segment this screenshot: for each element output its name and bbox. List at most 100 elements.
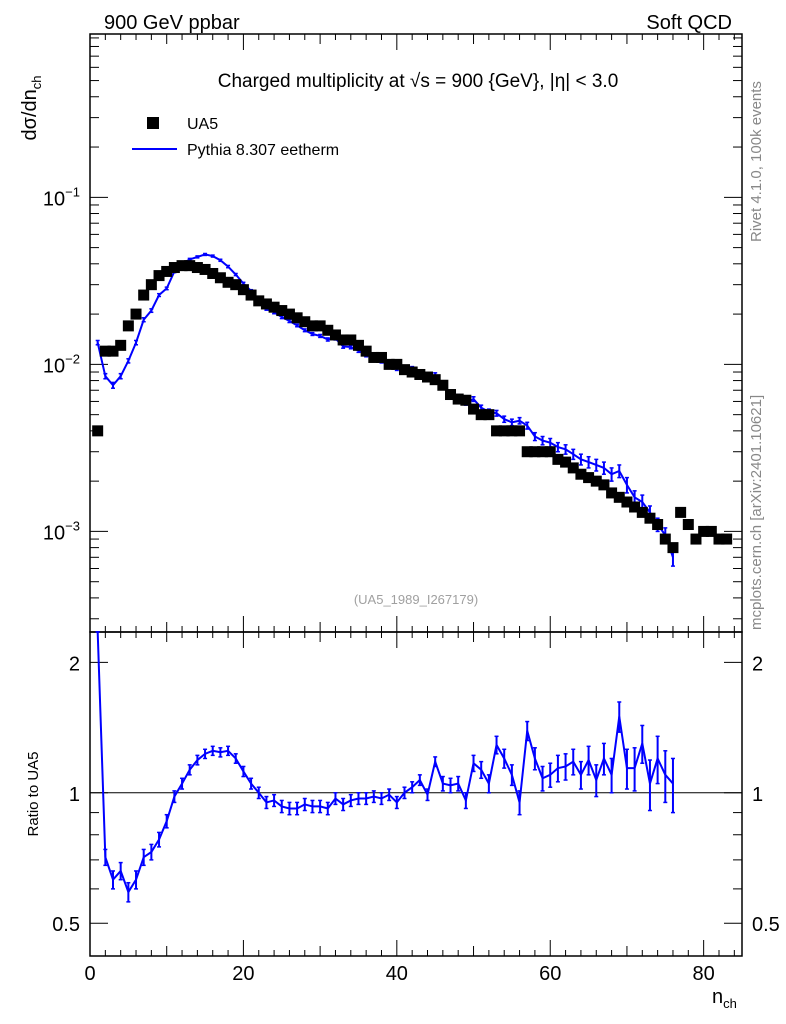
- data-point: [352, 339, 364, 351]
- ratio-y-axis-label: Ratio to UA5: [25, 751, 42, 836]
- data-point: [115, 339, 127, 351]
- ratio-y-tick-label-right: 1: [752, 784, 763, 806]
- data-point: [383, 358, 395, 370]
- data-point: [360, 345, 372, 357]
- data-point: [621, 496, 633, 508]
- data-point: [721, 533, 733, 545]
- data-point: [291, 312, 303, 324]
- x-tick-label: 40: [386, 963, 408, 985]
- x-tick-label: 60: [539, 963, 561, 985]
- data-point: [184, 260, 196, 272]
- data-point: [529, 446, 541, 458]
- data-point: [145, 279, 157, 291]
- data-point: [491, 425, 503, 437]
- data-point: [690, 533, 702, 545]
- data-point: [398, 364, 410, 376]
- legend-data-marker: [147, 117, 159, 129]
- ratio-y-tick-label-left: 0.5: [52, 914, 80, 936]
- data-point: [122, 320, 134, 332]
- rivet-version-label: Rivet 4.1.0, 100k events: [748, 81, 765, 242]
- data-point: [253, 295, 265, 307]
- y-tick-label: 10−3: [43, 518, 80, 544]
- data-point: [429, 374, 441, 386]
- data-point: [299, 316, 311, 328]
- data-point: [521, 446, 533, 458]
- data-point: [652, 519, 664, 531]
- x-tick-label: 80: [693, 963, 715, 985]
- mcplots-credit-label: mcplots.cern.ch [arXiv:2401.10621]: [748, 395, 765, 630]
- x-axis-label: nch: [712, 986, 737, 1011]
- data-point: [475, 409, 487, 421]
- ratio-plot-frame: [89, 631, 743, 957]
- data-point: [214, 272, 226, 284]
- data-point: [437, 379, 449, 391]
- data-point: [483, 409, 495, 421]
- axis-tick-labels: 0 20 40 60 80 10−1 10−2 10−3 2 2 1 1 0.5 0.5: [43, 184, 780, 985]
- data-point: [682, 519, 694, 531]
- data-point: [567, 462, 579, 474]
- data-point: [260, 298, 272, 310]
- data-point: [230, 279, 242, 291]
- data-point: [506, 425, 518, 437]
- data-point: [207, 267, 219, 279]
- ratio-y-tick-label-left: 2: [69, 653, 80, 675]
- data-point: [422, 371, 434, 383]
- data-point: [452, 393, 464, 405]
- data-point: [191, 262, 203, 274]
- analysis-id: (UA5_1989_I267179): [354, 592, 478, 607]
- header-left-label: 900 GeV ppbar: [104, 12, 240, 34]
- data-point: [99, 345, 111, 357]
- mc-series-ratio: [95, 631, 675, 903]
- data-point: [537, 446, 549, 458]
- data-point: [391, 358, 403, 370]
- data-point: [705, 525, 717, 537]
- data-point: [168, 262, 180, 274]
- data-point: [107, 345, 119, 357]
- data-point: [598, 479, 610, 491]
- data-point: [345, 334, 357, 346]
- data-point: [283, 308, 295, 320]
- data-point: [161, 265, 173, 277]
- data-point: [406, 366, 418, 378]
- data-point: [176, 260, 188, 272]
- y-tick-label: 10−2: [43, 351, 80, 377]
- data-point: [414, 368, 426, 380]
- data-point: [667, 542, 679, 554]
- data-point: [445, 389, 457, 401]
- data-point: [544, 446, 556, 458]
- data-point: [245, 289, 257, 301]
- data-point: [222, 276, 234, 288]
- data-point: [138, 289, 150, 301]
- data-point: [636, 506, 648, 518]
- data-point: [368, 351, 380, 363]
- data-point: [329, 329, 341, 341]
- data-point: [375, 351, 387, 363]
- data-point: [675, 506, 687, 518]
- data-point: [514, 425, 526, 437]
- data-point: [590, 475, 602, 487]
- ratio-y-tick-label-right: 0.5: [752, 914, 780, 936]
- data-point: [583, 472, 595, 484]
- ratio-line: [96, 631, 674, 895]
- data-point: [552, 453, 564, 465]
- data-point: [644, 512, 656, 524]
- data-series-main: [92, 260, 733, 554]
- data-point: [698, 525, 710, 537]
- data-point: [629, 501, 641, 513]
- legend-mc-label: Pythia 8.307 eetherm: [187, 142, 339, 159]
- data-point: [130, 308, 142, 320]
- data-point: [306, 320, 318, 332]
- data-point: [606, 487, 618, 499]
- y-tick-label: 10−1: [43, 184, 80, 210]
- legend-data-label: UA5: [187, 116, 218, 133]
- data-point: [460, 394, 472, 406]
- header-right-label: Soft QCD: [646, 12, 732, 34]
- ratio-y-tick-label-right: 2: [752, 653, 763, 675]
- data-point: [468, 403, 480, 415]
- data-point: [92, 425, 104, 437]
- chart-title: Charged multiplicity at √s = 900 {GeV}, …: [218, 71, 619, 92]
- ratio-y-tick-label-left: 1: [69, 784, 80, 806]
- data-point: [713, 533, 725, 545]
- x-tick-label: 0: [84, 963, 95, 985]
